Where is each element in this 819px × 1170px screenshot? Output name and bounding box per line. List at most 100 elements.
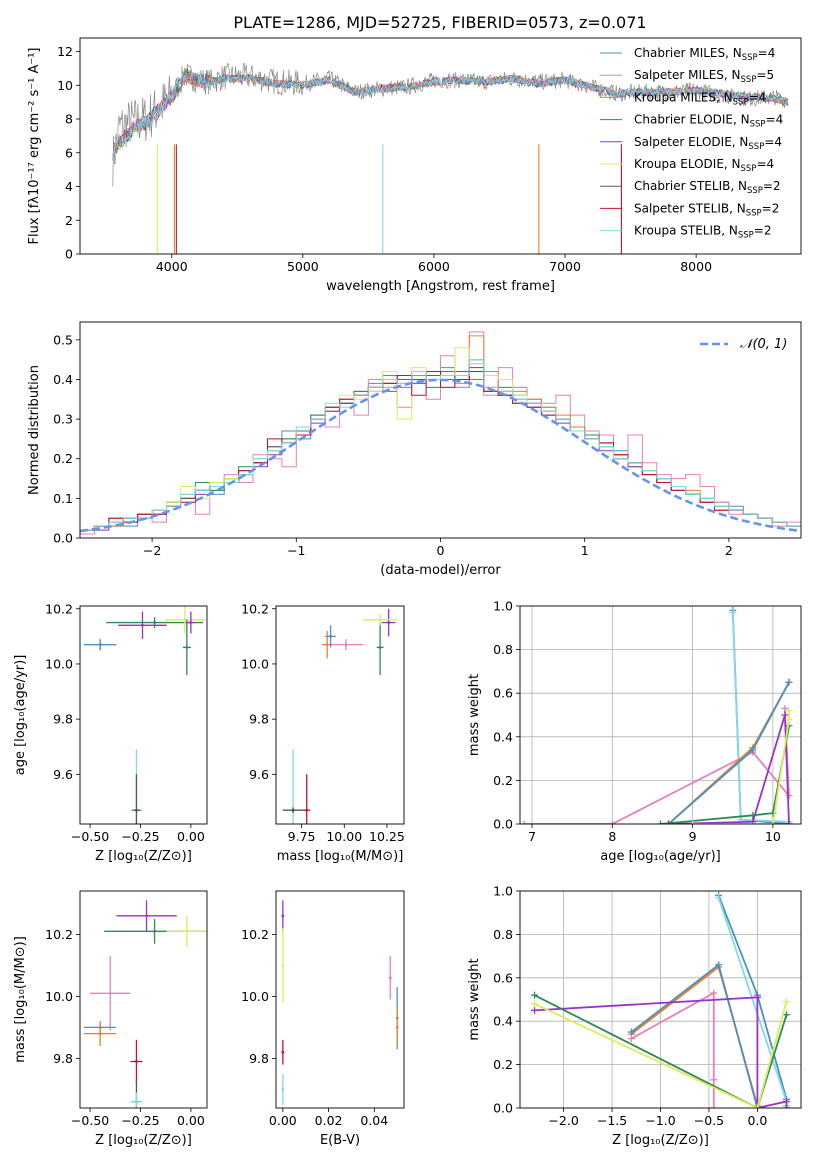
weight-plot-area <box>531 891 790 1108</box>
x-tick-label: −2 <box>143 543 161 558</box>
age-vs-mass-panel: 9.75 10.00 10.25 9.6 9.8 10.0 10.2 mass [log₁₀(… <box>241 601 405 864</box>
legend-label: Kroupa STELIB, NSSP=2 <box>634 224 772 241</box>
x-tick-label: −0.50 <box>71 1113 109 1128</box>
x-tick-label: 6000 <box>418 259 450 274</box>
x-tick-label: 0.00 <box>269 1113 297 1128</box>
legend-label: Salpeter MILES, NSSP=5 <box>634 68 774 85</box>
histogram-step-line <box>80 359 801 531</box>
weight-marker <box>627 1035 635 1043</box>
weight-marker <box>781 704 789 712</box>
residuals-panel: −2 −1 0 1 2 0.0 0.1 0.2 0.3 0.4 0.5 (data-model)/er… <box>27 321 802 578</box>
y-tick-label: 10.2 <box>45 927 73 942</box>
spectrum-panel: 4000 5000 6000 7000 8000 0 2 4 6 8 10 12 wavelength … <box>27 37 802 294</box>
weight-marker <box>710 989 718 997</box>
y-tick-label: 0.1 <box>53 491 73 506</box>
y-tick-label: 10.2 <box>241 601 269 616</box>
y-tick-label: 9.8 <box>249 1051 269 1066</box>
errorbar-point <box>291 808 295 812</box>
y-tick-label: 2 <box>65 213 73 228</box>
y-tick-label: 10.0 <box>45 989 73 1004</box>
y-tick-label: 0.5 <box>53 332 73 347</box>
legend-label: Kroupa MILES, NSSP=4 <box>634 90 766 107</box>
x-tick-label: 8000 <box>680 259 712 274</box>
axes-frame <box>79 890 208 1109</box>
weight-marker <box>749 818 757 824</box>
y-tick-label: 10.2 <box>241 927 269 942</box>
weight-marker <box>531 991 539 999</box>
x-tick-label: −1.5 <box>597 1113 627 1128</box>
x-tick-label: 4000 <box>156 259 188 274</box>
weight-marker <box>769 820 777 824</box>
weight-marker <box>782 1104 790 1108</box>
y-tick-label: 0.6 <box>493 970 513 985</box>
weight-marker <box>782 1011 790 1019</box>
errorbar-point <box>135 1060 138 1063</box>
age-vs-metallicity-panel: −0.50 −0.25 0.00 9.6 9.8 10.0 10.2 Z [log₁₀(Z/Z… <box>13 601 208 864</box>
y-tick-label: 0.2 <box>53 451 73 466</box>
axes-frame <box>275 605 405 825</box>
y-tick-label: 10.0 <box>45 656 73 671</box>
x-axis-label: Z [log₁₀(Z/Z⊙)] <box>95 1133 192 1148</box>
weight-series-line <box>534 1001 788 1108</box>
x-tick-label: −0.25 <box>121 1113 159 1128</box>
x-tick-label: 1 <box>581 543 589 558</box>
x-tick-label: 8 <box>608 829 616 844</box>
spectrum-plot-area <box>112 62 789 254</box>
weight-vs-metallicity-panel: −2.0 −1.5 −1.0 −0.5 0.0 0.0 0.2 0.4 0.6 0.8 1.0 Z [… <box>467 884 802 1148</box>
errorbar-point <box>387 621 391 624</box>
errorbar-plot-area <box>281 900 399 1105</box>
y-axis-label: Flux [fλ10⁻¹⁷ erg cm⁻² s⁻¹ A⁻¹] <box>27 48 42 245</box>
mass-vs-ebv-panel: 0.00 0.02 0.04 9.8 10.0 10.2 E(B-V) <box>241 890 405 1148</box>
y-tick-label: 10.0 <box>241 989 269 1004</box>
weight-marker <box>627 1028 635 1036</box>
weight-marker <box>782 998 790 1006</box>
errorbar-point <box>281 1050 285 1054</box>
y-tick-label: 8 <box>65 112 73 127</box>
x-tick-label: 0 <box>437 543 445 558</box>
errorbar-point <box>153 929 156 933</box>
weight-marker <box>689 820 697 824</box>
errorbar-point <box>305 808 309 812</box>
y-tick-label: 9.6 <box>53 767 73 782</box>
weight-marker <box>749 811 757 819</box>
weight-marker <box>715 961 723 969</box>
weight-marker <box>710 1104 718 1108</box>
errorbar-point <box>329 634 333 638</box>
y-tick-label: 10.0 <box>241 656 269 671</box>
weight-series-line <box>692 710 790 824</box>
weight-marker <box>665 820 673 824</box>
gaussian-curve <box>80 378 801 533</box>
axes-frame <box>79 37 802 255</box>
errorbar-point <box>378 645 382 649</box>
y-tick-label: 1.0 <box>493 599 513 614</box>
y-tick-label: 0.3 <box>53 412 73 427</box>
x-tick-label: −0.5 <box>694 1113 724 1128</box>
errorbar-point <box>185 929 189 933</box>
y-tick-label: 0.0 <box>493 1101 513 1116</box>
spectrum-model-line <box>112 71 788 161</box>
weight-marker <box>785 715 793 723</box>
y-tick-label: 10 <box>57 78 73 93</box>
errorbar-point <box>388 976 392 980</box>
errorbar-plot-area <box>84 606 205 824</box>
x-axis-label: wavelength [Angstrom, rest frame] <box>326 279 555 294</box>
legend-label: Kroupa ELODIE, NSSP=4 <box>634 157 774 174</box>
x-tick-label: −0.50 <box>71 829 109 844</box>
weight-marker <box>657 820 664 824</box>
errorbar-point <box>153 621 156 624</box>
figure-title: PLATE=1286, MJD=52725, FIBERID=0573, z=0… <box>233 13 646 32</box>
x-axis-label: age [log₁₀(age/yr)] <box>600 849 721 864</box>
errorbar-point <box>395 1026 399 1029</box>
weight-marker <box>608 820 616 824</box>
weight-marker <box>729 609 737 617</box>
y-tick-label: 6 <box>65 145 73 160</box>
x-tick-label: 9 <box>689 829 697 844</box>
weight-marker <box>710 1076 718 1084</box>
weight-marker <box>785 792 793 800</box>
x-tick-label: 0.00 <box>177 1113 205 1128</box>
y-axis-label: age [log₁₀(age/yr)] <box>13 655 28 776</box>
y-tick-label: 0.0 <box>493 817 513 832</box>
legend-label: Salpeter STELIB, NSSP=2 <box>634 201 779 218</box>
errorbar-point <box>344 643 348 647</box>
errorbar-point <box>183 618 187 622</box>
